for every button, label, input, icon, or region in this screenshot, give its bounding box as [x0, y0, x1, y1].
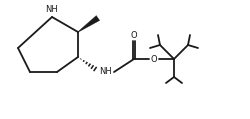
Text: O: O	[151, 55, 157, 64]
Text: NH: NH	[46, 5, 59, 13]
Text: O: O	[131, 30, 137, 40]
Text: NH: NH	[100, 67, 112, 77]
Polygon shape	[78, 16, 100, 32]
